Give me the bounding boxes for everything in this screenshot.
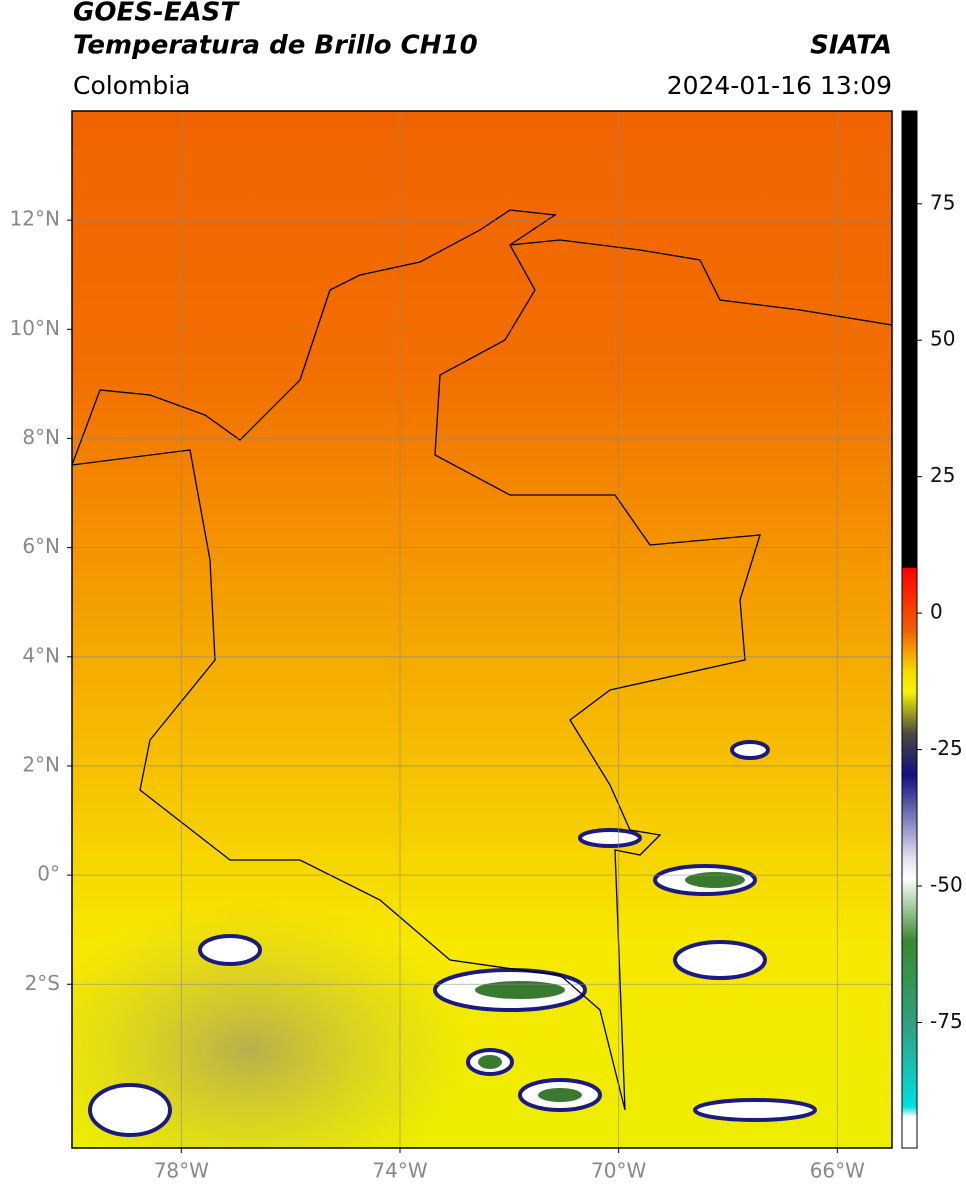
map-frame [71,110,893,1149]
source: SIATA [810,31,892,61]
y-tick-label: 12°N [10,207,60,231]
y-tick-label: 4°N [22,643,60,667]
cold-tops [475,872,745,1102]
y-tick-label: 10°N [10,316,60,340]
x-tick-label: 70°W [591,1159,646,1183]
graticule [72,111,892,1148]
colorbar-label: -75 [930,1009,963,1033]
title: GOES-EAST [73,0,240,28]
y-tick-label: 2°N [22,752,60,776]
y-tick-label: 6°N [22,534,60,558]
colorbar [901,110,918,1149]
subtitle: Temperatura de Brillo CH10 [73,31,478,61]
y-tick-label: 2°S [25,971,60,995]
y-tick-label: 0° [37,862,60,886]
colorbar-label: 75 [930,190,955,214]
colorbar-label: 50 [930,327,955,351]
haze [72,900,470,1148]
colorbar-label: -50 [930,873,963,897]
borders [72,209,892,1111]
x-tick-label: 78°W [154,1159,209,1183]
x-tick-label: 74°W [372,1159,427,1183]
y-tick-label: 8°N [22,425,60,449]
x-tick-label: 66°W [810,1159,865,1183]
timestamp: 2024-01-16 13:09 [667,71,892,100]
map-image [72,111,892,1148]
region: Colombia [73,71,190,100]
colorbar-label: 0 [930,600,943,624]
colorbar-label: 25 [930,463,955,487]
colorbar-label: -25 [930,736,963,760]
